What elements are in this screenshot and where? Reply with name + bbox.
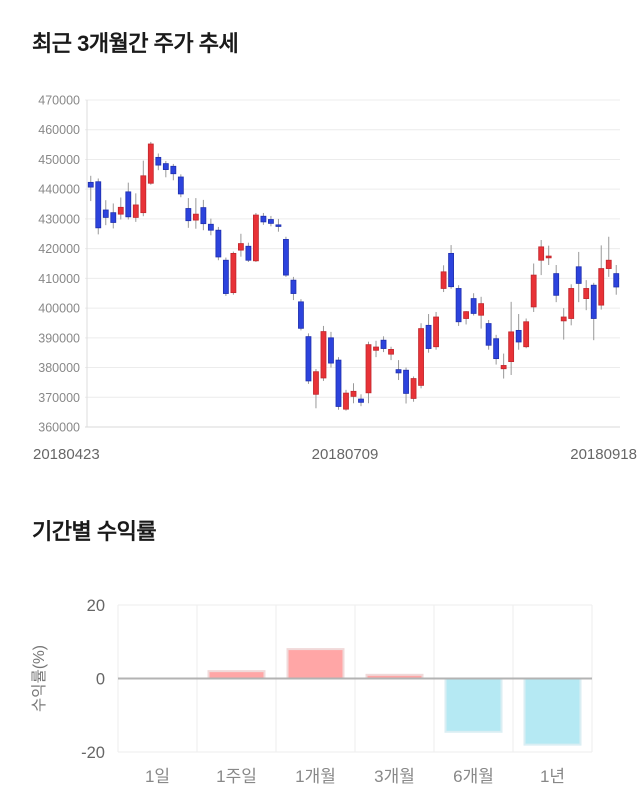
returns-chart-title: 기간별 수익률: [32, 519, 157, 544]
svg-text:410000: 410000: [38, 272, 80, 286]
svg-text:430000: 430000: [38, 212, 80, 226]
svg-text:0: 0: [96, 671, 105, 689]
svg-text:400000: 400000: [38, 302, 80, 316]
svg-text:450000: 450000: [38, 153, 80, 167]
svg-text:440000: 440000: [38, 183, 80, 197]
price-x-label-mid: 20180709: [311, 446, 379, 463]
svg-text:1개월: 1개월: [295, 767, 336, 786]
svg-text:3개월: 3개월: [374, 767, 415, 786]
svg-text:460000: 460000: [38, 123, 80, 137]
svg-text:수익률(%): 수익률(%): [30, 645, 48, 712]
svg-text:360000: 360000: [38, 421, 80, 435]
svg-text:390000: 390000: [38, 331, 80, 345]
svg-text:1년: 1년: [540, 767, 565, 786]
svg-text:370000: 370000: [38, 391, 80, 405]
svg-text:470000: 470000: [38, 94, 80, 108]
svg-text:20: 20: [87, 597, 105, 615]
svg-text:6개월: 6개월: [453, 767, 494, 786]
price-x-label-end: 20180918: [570, 446, 637, 463]
svg-text:-20: -20: [81, 744, 105, 762]
svg-text:420000: 420000: [38, 242, 80, 256]
price-chart-title: 최근 3개월간 주가 추세: [32, 31, 239, 56]
returns-bar-chart: 20 0 -20 1일 1주일 1개월 3개월 6개월 1년 수익률(%): [30, 597, 593, 786]
price-x-label-start: 20180423: [33, 446, 100, 463]
svg-text:380000: 380000: [38, 361, 80, 375]
svg-text:1일: 1일: [145, 767, 170, 786]
svg-text:1주일: 1주일: [216, 767, 257, 786]
price-candlestick-chart: 470000 460000 450000 440000 430000 420000 4100…: [38, 94, 620, 435]
